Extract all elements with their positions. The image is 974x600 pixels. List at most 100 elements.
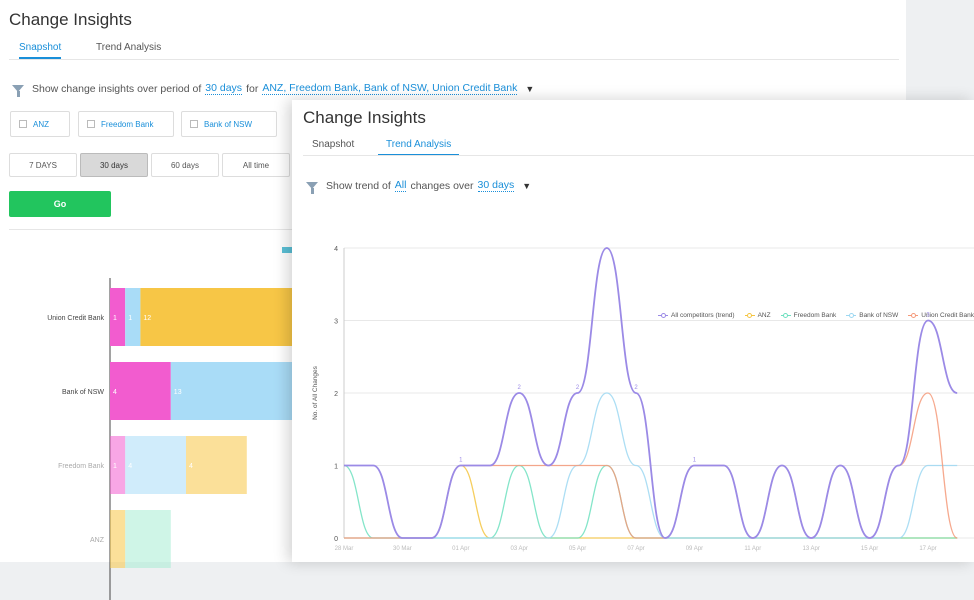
bar-category-label: Union Credit Bank [47, 315, 104, 322]
period-30-days-button[interactable]: 30 days [80, 153, 148, 177]
x-tick-label: 05 Apr [569, 546, 586, 552]
data-label: 2 [576, 385, 580, 391]
bar-segment [140, 288, 292, 346]
trend-analysis-panel: Change Insights Snapshot Trend Analysis … [292, 100, 974, 562]
period-7-days-button[interactable]: 7 DAYS [9, 153, 77, 177]
legend-item[interactable]: ANZ [744, 312, 771, 319]
chevron-down-icon[interactable]: ▼ [525, 83, 535, 94]
legend-label: Freedom Bank [793, 312, 837, 319]
x-tick-label: 01 Apr [452, 546, 469, 552]
x-tick-label: 30 Mar [393, 546, 412, 552]
y-tick-label: 3 [334, 319, 338, 326]
bar-value-label: 4 [189, 463, 193, 470]
x-tick-label: 07 Apr [627, 546, 644, 552]
legend-marker-icon [658, 313, 669, 319]
filter-icon [306, 182, 318, 194]
tab-trend-analysis[interactable]: Trend Analysis [378, 139, 460, 156]
period-link[interactable]: 30 days [477, 179, 515, 192]
y-tick-label: 0 [334, 536, 338, 543]
bar-value-label: 13 [174, 389, 182, 396]
checkbox-icon [190, 120, 198, 128]
trend-line-chart: 0 1 2 3 4 No. of All Changes 28 Mar 30 Mar 01 Ap… [312, 246, 974, 552]
legend-label: Union Credit Bank [921, 312, 974, 319]
tab-divider [9, 59, 899, 60]
tab-snapshot[interactable]: Snapshot [19, 42, 62, 59]
x-tick-label: 09 Apr [686, 546, 703, 552]
filter-for: for [246, 82, 259, 95]
checkbox-icon [87, 120, 95, 128]
data-label: 1 [459, 458, 463, 464]
data-label: 3 [926, 313, 930, 319]
x-tick-label: 28 Mar [335, 546, 354, 552]
x-tick-label: 11 Apr [744, 546, 761, 552]
trend-filter: Show trend of All changes over 30 days ▼ [306, 179, 532, 194]
data-label: 2 [518, 385, 522, 391]
bar-category-label: Bank of NSW [62, 389, 104, 396]
bar-category-label: ANZ [90, 537, 105, 544]
data-label: 2 [634, 385, 638, 391]
series-line [344, 247, 958, 539]
data-label: 1 [693, 458, 697, 464]
bar-segment [110, 288, 126, 346]
x-tick-label: 17 Apr [919, 546, 936, 552]
legend-marker-icon [846, 313, 857, 319]
legend-label: Bank of NSW [859, 312, 899, 319]
filter-prefix: Show trend of [326, 179, 391, 192]
checkbox-icon [19, 120, 27, 128]
bar-segment [186, 436, 247, 494]
tab-trend-analysis[interactable]: Trend Analysis [96, 42, 162, 53]
bar-legend-swatch [282, 247, 292, 253]
page-title: Change Insights [303, 108, 426, 127]
legend-marker-icon [744, 313, 755, 319]
legend-label: All competitors (trend) [671, 312, 735, 319]
y-tick-label: 2 [334, 391, 338, 398]
bar-segment [170, 362, 292, 420]
period-60-days-button[interactable]: 60 days [151, 153, 219, 177]
snapshot-bar-chart: Union Credit Bank 1 1 12 Bank of NSW 4 13 Freed… [47, 278, 292, 600]
section-divider [9, 229, 292, 230]
page-title: Change Insights [9, 10, 132, 29]
chip-label: Freedom Bank [101, 119, 154, 129]
legend-item[interactable]: Union Credit Bank [908, 312, 974, 319]
bank-chip-freedom-bank[interactable]: Freedom Bank [78, 111, 174, 137]
go-button[interactable]: Go [9, 191, 111, 217]
legend-item[interactable]: All competitors (trend) [658, 312, 735, 319]
change-type-link[interactable]: All [394, 179, 407, 192]
x-tick-label: 15 Apr [861, 546, 878, 552]
y-tick-label: 4 [334, 246, 338, 253]
x-tick-label: 03 Apr [511, 546, 528, 552]
chart-legend: All competitors (trend) ANZ Freedom Bank Ba… [617, 312, 974, 319]
y-axis-label: No. of All Changes [312, 365, 319, 420]
period-all-time-button[interactable]: All time [222, 153, 290, 177]
period-link[interactable]: 30 days [205, 82, 243, 95]
period-filter: Show change insights over period of 30 d… [12, 82, 535, 97]
legend-marker-icon [908, 313, 919, 319]
bank-chip-anz[interactable]: ANZ [10, 111, 70, 137]
legend-label: ANZ [757, 312, 771, 319]
tab-divider [303, 155, 974, 156]
bar-value-label: 1 [113, 315, 117, 322]
tab-snapshot[interactable]: Snapshot [312, 139, 355, 150]
bank-chip-bank-of-nsw[interactable]: Bank of NSW [181, 111, 277, 137]
legend-marker-icon [780, 313, 791, 319]
legend-item[interactable]: Bank of NSW [846, 312, 898, 319]
bar-segment [110, 436, 126, 494]
chevron-down-icon[interactable]: ▼ [522, 180, 532, 191]
legend-item[interactable]: Freedom Bank [780, 312, 837, 319]
bar-segment [125, 436, 186, 494]
bar-value-label: 12 [143, 315, 151, 322]
bar-segment [125, 288, 141, 346]
bar-category-label: Freedom Bank [58, 463, 104, 470]
bar-value-label: 1 [128, 315, 132, 322]
filter-prefix: Show change insights over period of [32, 82, 202, 95]
bar-value-label: 4 [128, 463, 132, 470]
chip-label: ANZ [33, 119, 49, 129]
chip-label: Bank of NSW [204, 119, 253, 129]
bar-value-label: 4 [113, 389, 117, 396]
banks-link[interactable]: ANZ, Freedom Bank, Bank of NSW, Union Cr… [262, 82, 518, 95]
series-line [343, 392, 958, 539]
y-tick-label: 1 [334, 464, 338, 471]
x-tick-label: 13 Apr [803, 546, 820, 552]
filter-icon [12, 85, 24, 97]
filter-middle: changes over [410, 179, 474, 192]
